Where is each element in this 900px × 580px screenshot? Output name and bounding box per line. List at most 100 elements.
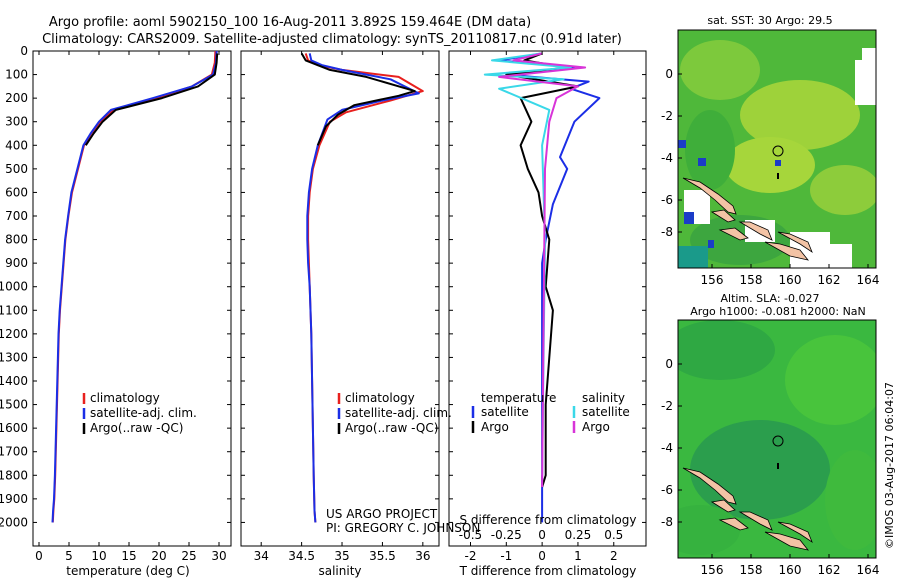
y-tick-label: 800 (5, 233, 28, 247)
x-tick-label: 34 (254, 549, 269, 563)
map-x-tick-label: 156 (701, 563, 724, 577)
salinity-plot: 34 34.5 35 35.5 36 (254, 51, 430, 563)
project-label: US ARGO PROJECT (326, 507, 438, 521)
y-tick-label: 500 (5, 162, 28, 176)
y-tick-label: 1800 (0, 468, 28, 482)
x-tick-label: 1 (574, 549, 582, 563)
y-tick-label: 2000 (0, 515, 28, 529)
x-tick-label: 35 (334, 549, 349, 563)
salinity-panel (240, 50, 440, 547)
legend-label-t-satellite: satellite (481, 405, 529, 419)
map-x-tick-label: 160 (779, 273, 802, 287)
temperature-xlabel: temperature (deg C) (66, 564, 189, 578)
series-line-climatology (304, 53, 424, 523)
s-tick-label: -0.5 (459, 528, 482, 542)
x-tick-label: 5 (65, 549, 73, 563)
x-tick-label: -2 (465, 549, 477, 563)
legend-label-satellite-adj: satellite-adj. clim. (345, 406, 452, 420)
series-line-s-satellite (483, 52, 572, 476)
map-y-tick-label: -4 (661, 151, 673, 165)
x-tick-label: 34.5 (288, 549, 315, 563)
y-tick-label: 1100 (0, 303, 28, 317)
temperature-legend: climatology satellite-adj. clim. Argo(..… (82, 391, 197, 435)
x-tick-label: 20 (151, 549, 166, 563)
x-tick-label: 30 (211, 549, 226, 563)
x-tick-label: 0 (35, 549, 43, 563)
x-tick-label: 36 (415, 549, 430, 563)
x-tick-label: 15 (121, 549, 136, 563)
legend-label-climatology: climatology (90, 391, 160, 405)
y-tick-label: 100 (5, 68, 28, 82)
legend-label-s-argo: Argo (582, 420, 610, 434)
map-x-tick-label: 160 (779, 563, 802, 577)
y-tick-label: 300 (5, 115, 28, 129)
legend-title-temperature: temperature (481, 391, 556, 405)
series-line-t-argo (505, 52, 579, 488)
series-line-satellite-adj-clim- (306, 53, 420, 523)
x-tick-label: 25 (181, 549, 196, 563)
x-tick-label: 10 (91, 549, 106, 563)
y-tick-label: 400 (5, 138, 28, 152)
map-x-tick-label: 162 (818, 563, 841, 577)
sla-map-title1: Altim. SLA: -0.027 (720, 292, 819, 305)
y-tick-label: 1500 (0, 398, 28, 412)
series-line-s-argo (498, 52, 587, 488)
s-tick-label: 0 (538, 528, 546, 542)
y-tick-label: 700 (5, 209, 28, 223)
y-tick-label: 600 (5, 185, 28, 199)
difference-panel (448, 50, 647, 547)
map-y-tick-label: 0 (665, 67, 673, 81)
map-x-tick-label: 162 (818, 273, 841, 287)
map-y-tick-label: -2 (661, 399, 673, 413)
t-difference-xlabel: T difference from climatology (459, 564, 637, 578)
legend-label-t-argo: Argo (481, 420, 509, 434)
map-y-tick-label: -6 (661, 193, 673, 207)
y-tick-label: 1700 (0, 445, 28, 459)
legend-label-climatology: climatology (345, 391, 415, 405)
legend-title-salinity: salinity (582, 391, 625, 405)
map-x-tick-label: 158 (740, 563, 763, 577)
depth-axis: 0 100 200 300 400 500 600 700 800 900 1000 1100 1200… (0, 44, 646, 529)
sla-map-frame (677, 319, 877, 559)
map-y-tick-label: -2 (661, 109, 673, 123)
y-tick-label: 1300 (0, 350, 28, 364)
map-x-tick-label: 164 (857, 273, 880, 287)
legend-label-argo: Argo(..raw -QC) (90, 421, 183, 435)
sst-map (678, 30, 876, 268)
figure-title-line1: Argo profile: aoml 5902150_100 16-Aug-20… (49, 15, 531, 30)
imos-credit: ©IMOS 03-Aug-2017 06:04:07 (883, 382, 896, 549)
argo-position-marker (772, 145, 784, 157)
series-line-argo-raw-qc- (84, 53, 219, 146)
map-y-tick-label: -4 (661, 441, 673, 455)
difference-legend: temperature satellite Argo salinity sate… (471, 391, 630, 434)
temperature-panel (32, 50, 232, 547)
sst-map-title: sat. SST: 30 Argo: 29.5 (707, 14, 832, 27)
y-tick-label: 0 (20, 44, 28, 58)
y-tick-label: 900 (5, 256, 28, 270)
sla-map-title2: Argo h1000: -0.081 h2000: NaN (690, 305, 866, 318)
series-line-argo-raw-qc- (300, 52, 416, 146)
legend-label-s-satellite: satellite (582, 405, 630, 419)
pi-label: PI: GREGORY C. JOHNSON (326, 521, 480, 535)
series-line-satellite-adj-clim- (51, 50, 218, 523)
map-y-tick-label: -8 (661, 515, 673, 529)
map-ticks: 156 158 160 162 164 0 -2 -4 -6 -8 156 158 160 162 164 0… (661, 67, 879, 577)
s-difference-xlabel: S difference from climatology (460, 513, 637, 527)
x-tick-label: 0 (538, 549, 546, 563)
sla-map (678, 320, 876, 558)
figure-title-line2: Climatology: CARS2009. Satellite-adjuste… (42, 32, 622, 47)
s-tick-label: -0.25 (491, 528, 522, 542)
legend-label-argo: Argo(..raw -QC) (345, 421, 438, 435)
difference-plot: -2 -1 0 1 2 -0.5 -0.25 0 0.25 0.5 (459, 51, 623, 563)
map-x-tick-label: 164 (857, 563, 880, 577)
x-tick-label: -1 (500, 549, 512, 563)
x-tick-label: 35.5 (369, 549, 396, 563)
y-tick-label: 1200 (0, 327, 28, 341)
map-y-tick-label: -8 (661, 225, 673, 239)
map-y-tick-label: 0 (665, 357, 673, 371)
s-tick-label: 0.25 (565, 528, 592, 542)
x-tick-label: 2 (610, 549, 618, 563)
map-x-tick-label: 156 (701, 273, 724, 287)
y-tick-label: 1900 (0, 492, 28, 506)
